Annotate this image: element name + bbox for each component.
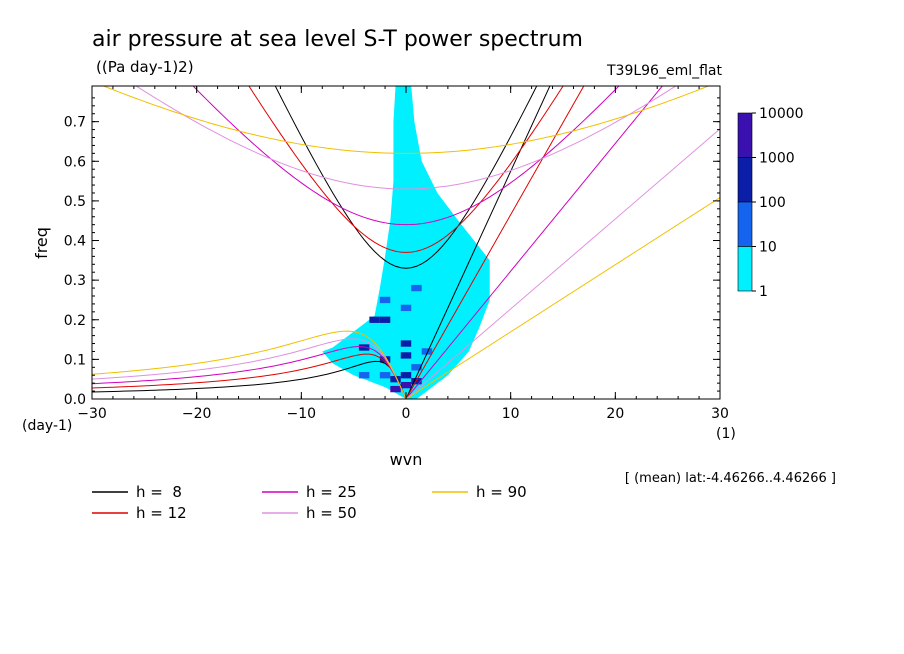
rossby-curve <box>92 360 407 399</box>
y-tick-label: 0.2 <box>64 313 86 329</box>
kelvin-curve <box>405 86 551 399</box>
legend-label: h = 90 <box>476 483 527 501</box>
y-tick-label: 0.1 <box>64 352 86 368</box>
x-tick-label: 30 <box>711 406 729 422</box>
legend: h = 8 h = 12 h = 25 h = 50 h = 90 <box>92 483 527 522</box>
y-tick-label: 0.7 <box>64 115 86 131</box>
legend-label: h = 25 <box>306 483 357 501</box>
colorbar-label: 10000 <box>759 106 804 122</box>
colorbar: 10000 1000 100 10 1 <box>737 106 804 300</box>
y-unit-label: (day-1) <box>22 418 72 434</box>
y-tick-label: 0.5 <box>64 194 86 210</box>
gravity-curve <box>102 86 710 154</box>
gravity-curve <box>135 86 677 190</box>
colorbar-segment <box>737 246 753 292</box>
spectrum-cell <box>411 284 422 292</box>
x-axis: −30 −20 −10 0 10 20 30 <box>77 86 729 422</box>
chart-units: ((Pa day-1)2) <box>96 58 194 76</box>
rossby-curve <box>92 338 407 399</box>
colorbar-label: 10 <box>759 240 777 256</box>
x-unit-label: (1) <box>716 426 736 442</box>
y-tick-label: 0.0 <box>64 392 86 408</box>
y-axis: 0.0 0.1 0.2 0.3 0.4 0.5 0.6 0.7 <box>64 97 720 408</box>
colorbar-segment <box>737 157 753 203</box>
spectrum-cell <box>400 352 412 359</box>
spectrum-cell <box>400 372 412 379</box>
colorbar-segment <box>737 201 753 247</box>
kelvin-curve <box>405 128 720 399</box>
spectrum-cell <box>400 340 412 347</box>
colorbar-label: 100 <box>759 195 786 211</box>
spectrum-cell <box>369 316 380 323</box>
spectrum-cell <box>379 316 391 323</box>
x-tick-label: 0 <box>402 406 411 422</box>
chart-title: air pressure at sea level S-T power spec… <box>92 27 583 52</box>
spectrum-cell <box>390 376 401 383</box>
kelvin-curve <box>405 197 720 399</box>
x-tick-label: 10 <box>502 406 520 422</box>
contour-level-1 <box>322 86 490 399</box>
kelvin-curve <box>405 86 663 399</box>
gravity-curve <box>274 86 538 269</box>
rossby-curve <box>92 330 407 399</box>
spectrum-cell <box>411 364 422 371</box>
spectrum-cell <box>390 385 401 393</box>
kelvin-curve <box>405 86 585 399</box>
spectrum-cell <box>358 344 370 351</box>
spectrum-cell <box>421 348 433 355</box>
colorbar-segment <box>737 112 753 158</box>
x-tick-label: −10 <box>287 406 317 422</box>
y-axis-label: freq <box>32 227 51 259</box>
rossby-curve <box>92 346 407 399</box>
legend-label: h = 12 <box>136 504 187 522</box>
x-tick-label: 20 <box>606 406 624 422</box>
spectrum-cell <box>379 372 391 379</box>
x-axis-label: wvn <box>390 450 423 469</box>
spectrum-cell <box>379 296 391 304</box>
spectrum-contours <box>322 86 490 399</box>
latitude-annotation: [ (mean) lat:-4.46266..4.46266 ] <box>625 471 836 486</box>
gravity-curve <box>248 86 564 253</box>
spectrum-cell <box>358 372 370 379</box>
colorbar-label: 1000 <box>759 151 795 167</box>
y-tick-label: 0.4 <box>64 234 86 250</box>
legend-label: h = 50 <box>306 504 357 522</box>
y-tick-label: 0.6 <box>64 154 86 170</box>
run-label: T39L96_eml_flat <box>606 63 723 79</box>
x-tick-label: −30 <box>77 406 107 422</box>
spectrum-cell <box>400 304 412 312</box>
y-tick-label: 0.3 <box>64 273 86 289</box>
legend-label: h = 8 <box>136 483 182 501</box>
colorbar-label: 1 <box>759 284 768 300</box>
spectrum-cell <box>400 381 412 389</box>
x-tick-label: −20 <box>182 406 212 422</box>
rossby-curve <box>92 353 407 399</box>
